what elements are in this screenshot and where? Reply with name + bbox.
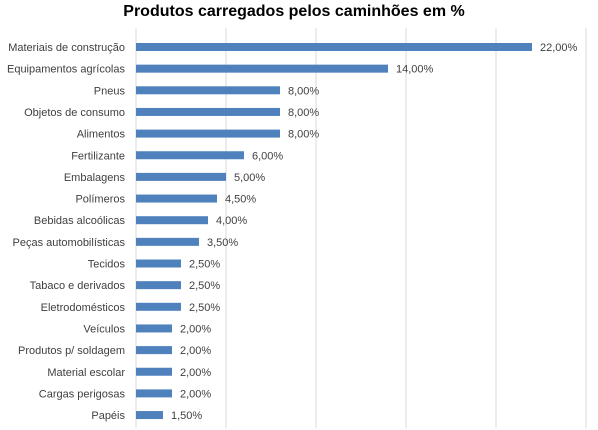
value-label: 14,00% [396,64,434,76]
category-label: Produtos p/ soldagem [18,345,125,357]
value-label: 3,50% [207,237,238,249]
value-label: 2,50% [189,280,220,292]
value-label: 6,00% [252,150,283,162]
value-label: 8,00% [288,129,319,141]
category-label: Veículos [83,323,125,335]
bar [136,324,172,333]
bar [136,216,208,225]
bars [136,43,532,420]
category-label: Alimentos [77,129,126,141]
value-label: 22,00% [540,42,578,54]
bar [136,43,532,51]
value-label: 4,50% [225,194,256,206]
bar [136,151,244,160]
value-label: 2,00% [180,345,211,357]
bar [136,302,181,311]
category-label: Eletrodomésticos [41,302,126,314]
category-label: Equipamentos agrícolas [7,64,126,76]
chart-title: Produtos carregados pelos caminhões em % [123,3,464,20]
value-label: 2,00% [180,367,211,379]
category-label: Pneus [94,85,126,97]
bar [136,259,181,268]
category-label: Materiais de construção [8,42,125,54]
bar [136,367,172,376]
category-label: Tecidos [88,259,126,271]
value-label: 1,50% [171,410,202,422]
bar [136,281,181,290]
value-label: 2,50% [189,302,220,314]
value-label: 8,00% [288,107,319,119]
category-label: Material escolar [47,367,125,379]
category-label: Objetos de consumo [24,107,125,119]
bar [136,172,226,181]
category-label: Embalagens [64,172,126,184]
bar [136,237,199,246]
category-label: Tabaco e derivados [30,280,126,292]
bar [136,411,163,420]
bar [136,194,217,203]
bar [136,389,172,398]
category-label: Cargas perigosas [39,388,126,400]
category-label: Peças automobilísticas [13,237,126,249]
value-label: 2,00% [180,323,211,335]
category-label: Papéis [91,410,125,422]
value-labels: 22,00% 14,00% 8,00% 8,00% 8,00% 6,00% 5,00% 4,5… [171,42,578,422]
value-label: 2,50% [189,259,220,271]
value-label: 4,00% [216,215,247,227]
bar [136,107,280,116]
category-label: Polímeros [75,194,125,206]
bar [136,346,172,355]
gridlines [135,28,587,428]
value-label: 8,00% [288,85,319,97]
value-label: 5,00% [234,172,265,184]
category-labels: Materiais de construção Equipamentos agrí… [7,42,126,422]
category-label: Fertilizante [71,150,125,162]
bar [136,64,388,73]
bar [136,86,280,95]
category-label: Bebidas alcoólicas [34,215,126,227]
bar [136,129,280,138]
value-label: 2,00% [180,388,211,400]
